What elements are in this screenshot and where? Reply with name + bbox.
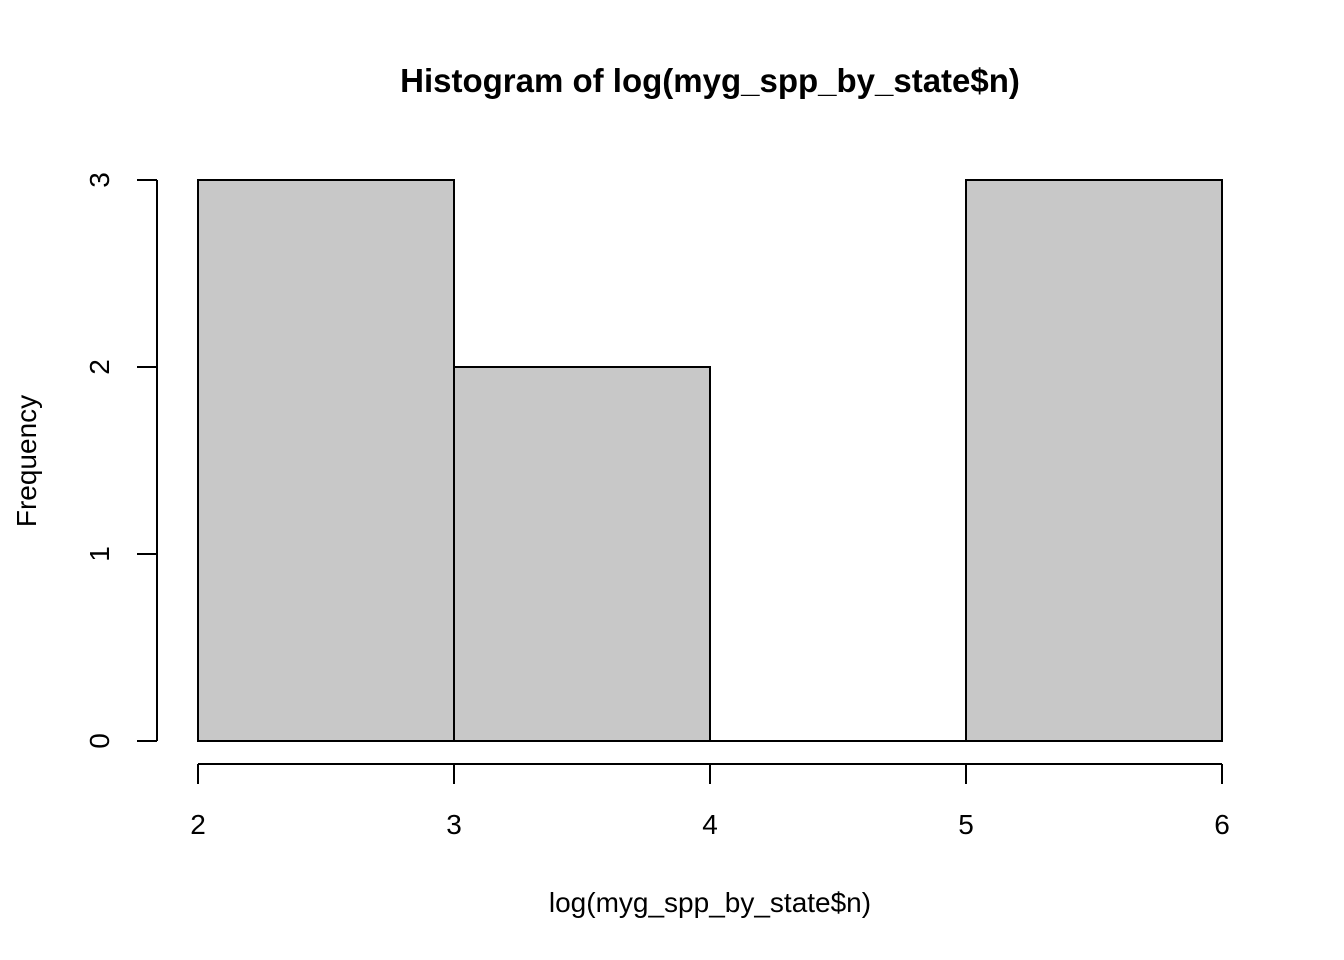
bars-group bbox=[197, 179, 1223, 742]
y-axis-label: Frequency bbox=[11, 395, 42, 527]
y-tick-label-2: 2 bbox=[84, 359, 115, 375]
histogram-bar-3 bbox=[965, 179, 1223, 742]
chart-title: Histogram of log(myg_spp_by_state$n) bbox=[400, 62, 1020, 99]
x-axis-label: log(myg_spp_by_state$n) bbox=[549, 887, 871, 918]
x-tick-label-4: 6 bbox=[1214, 809, 1230, 840]
x-tick-label-0: 2 bbox=[190, 809, 206, 840]
y-tick-label-1: 1 bbox=[84, 546, 115, 562]
x-tick-label-3: 5 bbox=[958, 809, 974, 840]
x-tick-label-1: 3 bbox=[446, 809, 462, 840]
y-tick-label-3: 3 bbox=[84, 172, 115, 188]
x-axis: 2 3 4 5 6 bbox=[190, 763, 1230, 840]
x-tick-label-2: 4 bbox=[702, 809, 718, 840]
histogram-bar-0 bbox=[197, 179, 455, 742]
y-axis: 0 1 2 3 bbox=[84, 172, 158, 749]
histogram-bar-1 bbox=[453, 366, 711, 742]
y-tick-label-0: 0 bbox=[84, 733, 115, 749]
